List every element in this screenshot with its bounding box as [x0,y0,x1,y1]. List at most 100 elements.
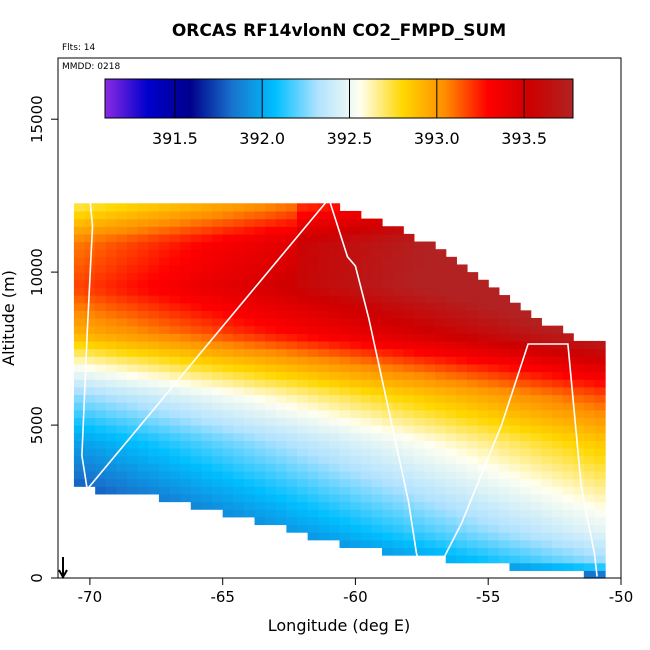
heatmap-cell [413,409,426,419]
heatmap-cell [137,249,149,258]
heatmap-cell [445,386,457,396]
heatmap-cell [254,409,266,419]
heatmap-cell [583,448,596,457]
heatmap-cell [339,539,351,549]
heatmap-cell [190,210,202,220]
heatmap-cell [530,478,542,487]
heatmap-cell [530,555,542,564]
heatmap-cell [424,470,436,480]
heatmap-cell [212,333,224,342]
heatmap-cell [116,318,128,327]
heatmap-cell [371,386,383,396]
heatmap-cell [275,402,287,411]
heatmap-cell [190,325,202,334]
heatmap-cell [190,386,202,396]
heatmap-cell [275,493,287,503]
heatmap-cell [127,394,139,403]
heatmap-cell [445,547,457,556]
heatmap-cell [435,470,447,480]
heatmap-cell [424,455,436,464]
heatmap-cell [403,279,415,289]
heatmap-cell [137,425,149,434]
heatmap-cell [456,486,468,495]
heatmap-cell [243,371,256,380]
heatmap-cell [116,363,128,373]
heatmap-cell [148,486,160,495]
heatmap-cell [222,264,234,273]
heatmap-cell [371,226,383,235]
heatmap-cell [148,226,160,235]
heatmap-cell [328,310,341,319]
heatmap-cell [435,532,447,541]
heatmap-cell [254,432,266,441]
heatmap-cell [403,356,415,365]
heatmap-cell [594,394,606,403]
heatmap-cell [84,379,96,388]
heatmap-cell [541,524,553,533]
heatmap-cell [243,218,256,227]
heatmap-cell [212,233,224,243]
heatmap-cell [127,295,139,304]
heatmap-cell [233,386,245,396]
heatmap-cell [551,325,564,334]
heatmap-cell [116,440,128,449]
heatmap-cell [381,524,394,533]
heatmap-cell [148,256,160,266]
heatmap-cell [243,295,256,304]
heatmap-cell [573,379,585,388]
heatmap-cell [328,340,341,350]
heatmap-cell [360,501,372,510]
heatmap-cell [180,425,192,434]
heatmap-cell [466,340,479,350]
heatmap-cell [148,417,160,426]
heatmap-cell [381,547,394,556]
heatmap-cell [286,516,298,526]
heatmap-cell [233,325,245,334]
heatmap-cell [392,379,404,388]
heatmap-cell [339,340,351,350]
heatmap-cell [169,295,181,304]
heatmap-cell [435,249,447,258]
heatmap-cell [488,356,500,365]
heatmap-cell [424,425,436,434]
heatmap-cells [73,203,606,579]
heatmap-cell [201,409,213,419]
heatmap-cell [158,386,171,396]
heatmap-cell [328,493,341,503]
heatmap-cell [350,371,362,380]
heatmap-cell [371,394,383,403]
heatmap-cell [254,287,266,296]
heatmap-cell [562,440,574,449]
heatmap-cell [127,371,139,380]
heatmap-cell [233,249,245,258]
heatmap-cell [318,409,330,419]
heatmap-cell [95,463,107,472]
heatmap-cell [435,425,447,434]
heatmap-cell [275,279,287,289]
heatmap-cell [328,486,341,495]
heatmap-cell [243,310,256,319]
heatmap-cell [530,325,542,334]
heatmap-cell [84,302,96,311]
heatmap-cell [360,394,372,403]
heatmap-cell [297,379,309,388]
heatmap-cell [137,264,149,273]
heatmap-cell [435,486,447,495]
heatmap-cell [413,325,426,334]
heatmap-cell [158,210,171,220]
heatmap-cell [307,287,319,296]
heatmap-cell [318,302,330,311]
heatmap-cell [541,470,553,480]
heatmap-cell [488,432,500,441]
heatmap-cell [158,478,171,487]
heatmap-cell [477,539,489,549]
heatmap-cell [137,440,149,449]
heatmap-cell [254,501,266,510]
heatmap-cell [594,425,606,434]
heatmap-cell [275,233,287,243]
heatmap-cell [95,226,107,235]
heatmap-cell [212,348,224,357]
heatmap-cell [520,440,532,449]
heatmap-cell [381,333,394,342]
heatmap-cell [73,386,86,396]
